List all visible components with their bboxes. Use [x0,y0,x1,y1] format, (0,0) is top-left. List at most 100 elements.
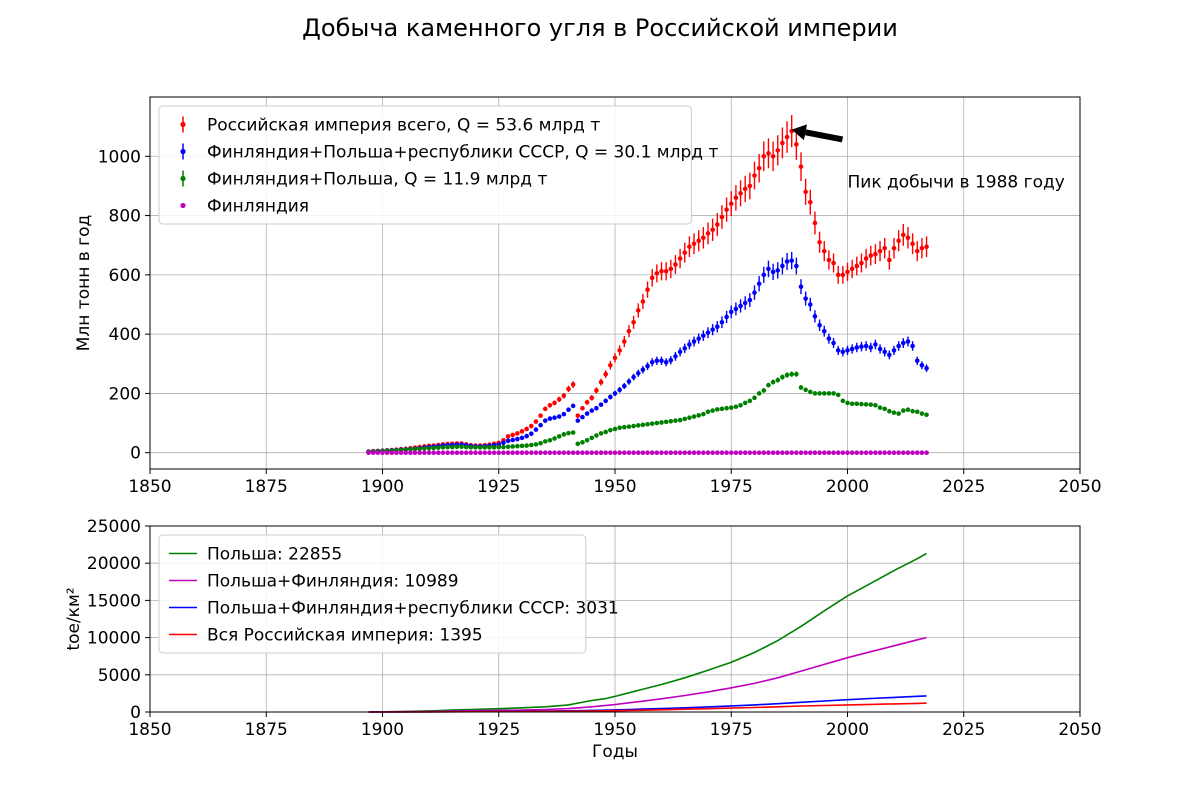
top-data-point [515,431,520,436]
top-data-point [561,432,567,437]
top-data-point [575,450,581,455]
top-data-point [873,402,878,408]
top-data-point [724,450,729,455]
top-data-point [691,339,697,344]
top-data-point [766,450,771,455]
top-data-point [654,450,660,455]
top-data-point [924,450,929,455]
top-data-point [547,450,553,455]
top-data-point [821,248,827,254]
top-data-point [431,445,436,451]
top-data-point [463,444,469,450]
top-data-point [412,446,418,452]
top-data-point [887,257,892,263]
top-data-point [835,348,841,353]
top-data-point [459,450,464,455]
top-data-point [663,419,669,425]
top-data-point [645,450,650,455]
top-data-point [626,450,632,455]
top-data-point [715,222,720,227]
top-data-point [794,263,799,269]
top-data-point [501,450,506,455]
top-data-point [380,450,385,455]
bottom-ylabel: toe/км² [64,587,84,650]
top-data-point [659,450,664,455]
top-data-point [524,433,529,439]
top-data-point [584,400,590,405]
top-data-point [826,450,832,455]
top-data-point [635,423,641,428]
top-data-point [682,450,688,455]
top-data-point [649,450,655,455]
top-data-point [533,442,539,447]
top-data-point [905,450,911,455]
top-data-point [719,319,725,325]
top-data-point [780,374,785,380]
top-data-point [868,345,874,350]
top-data-point [538,440,543,446]
top-data-point [547,437,553,443]
top-data-point [914,358,920,364]
top-data-point [803,296,808,301]
top-data-point [724,314,729,320]
top-legend-marker [180,148,186,155]
top-data-point [677,349,683,355]
top-data-point [668,450,674,455]
top-data-point [510,432,515,438]
top-data-point [919,450,925,455]
top-data-point [682,250,688,255]
top-data-point [919,362,925,368]
top-data-point [533,450,539,455]
top-data-point [715,450,720,455]
top-data-point [594,433,599,438]
top-data-point [524,450,529,455]
top-data-point [742,400,748,406]
top-data-point [817,239,822,245]
top-data-point [454,450,460,455]
top-data-point [859,260,864,266]
top-data-point [538,413,543,418]
top-data-point [622,339,627,344]
top-data-point [468,445,474,450]
top-data-point [649,359,655,365]
top-data-point [733,306,739,312]
top-data-point [654,358,660,364]
top-data-point [580,440,585,445]
top-data-point [849,346,855,352]
top-data-point [877,248,883,254]
top-data-point [812,391,818,396]
top-data-point [710,450,715,455]
top-data-point [617,450,622,455]
top-data-point [659,420,664,425]
top-data-point [738,191,743,196]
top-data-point [524,426,529,432]
top-data-point [770,450,776,455]
top-data-point [808,302,813,307]
top-data-point [821,450,827,455]
top-data-point [733,450,739,455]
top-data-point [589,435,595,441]
top-data-point [626,379,632,384]
top-data-point [622,424,627,430]
top-data-point [752,290,757,295]
top-data-point [775,450,781,455]
top-plot-frame [149,96,1081,470]
top-data-point [691,450,697,455]
top-data-point [784,259,790,264]
top-data-point [626,328,632,334]
top-data-point [756,391,762,396]
top-data-point [854,450,860,455]
top-data-point [529,442,534,448]
bottom-xtick-label: 2050 [1058,720,1101,740]
top-data-point [691,414,697,419]
top-data-point [742,450,748,455]
top-data-point [738,303,743,309]
top-data-point [640,422,646,428]
bottom-xlabel: Годы [592,742,638,762]
top-data-point [603,429,608,435]
top-data-point [877,346,883,352]
top-data-point [566,450,571,455]
top-data-point [798,450,804,455]
top-data-point [649,421,655,426]
